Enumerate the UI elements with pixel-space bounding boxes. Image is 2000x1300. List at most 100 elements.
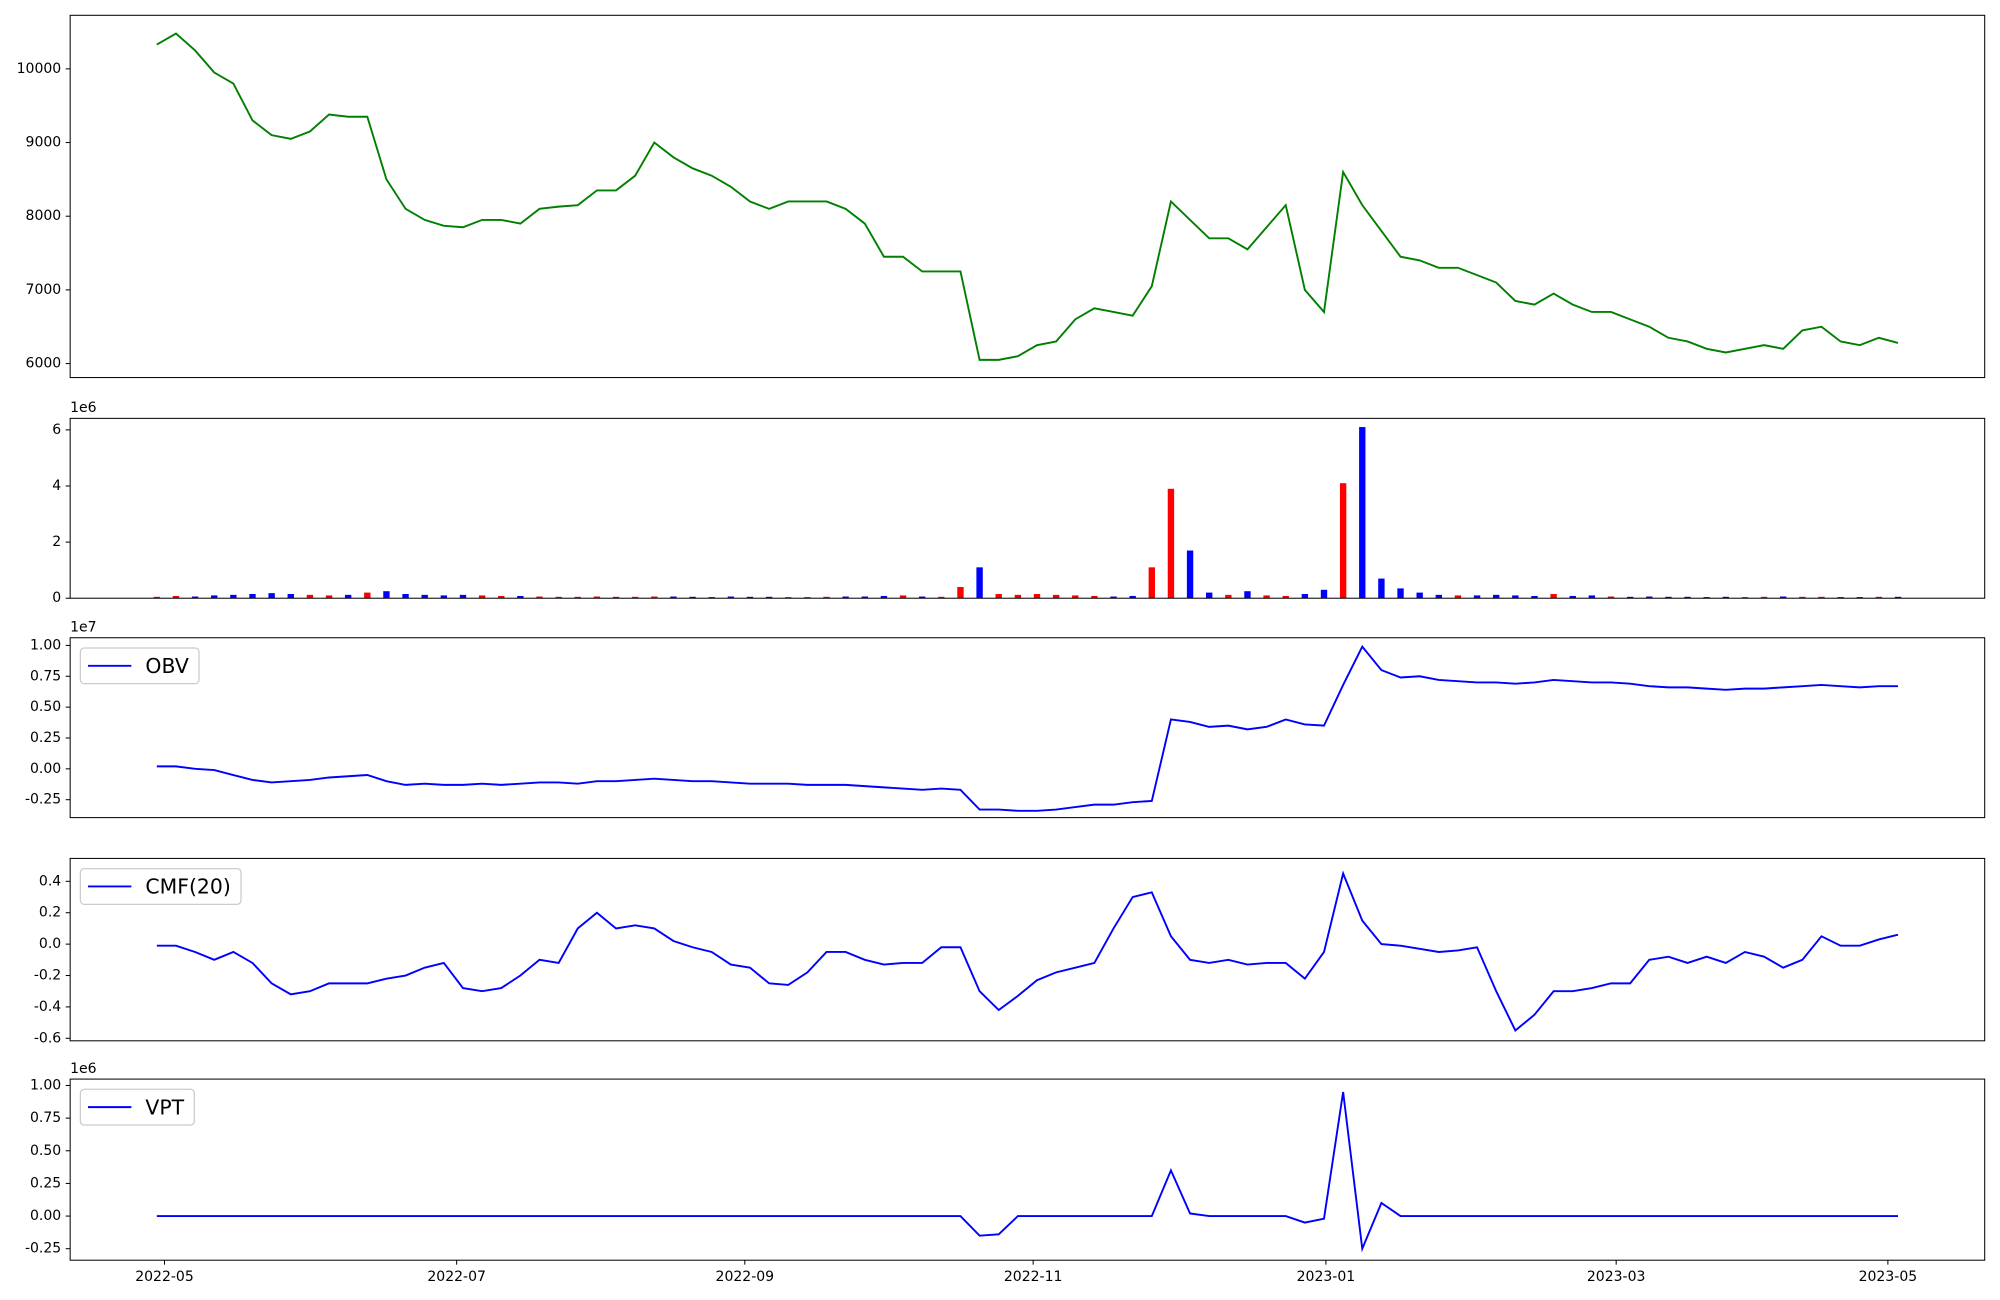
bar (765, 596, 773, 599)
bar (995, 594, 1002, 599)
bar (689, 596, 696, 599)
legend-box (79, 1088, 195, 1126)
bar (746, 596, 754, 599)
x-tick-label: 2022-11 (1004, 1269, 1063, 1285)
bar (459, 594, 467, 599)
bar (1301, 594, 1309, 599)
axes-frame (69, 857, 1986, 1042)
bar (1665, 596, 1672, 599)
bar (1263, 595, 1270, 599)
bar (440, 595, 448, 599)
bar (230, 594, 237, 599)
y-tick-label: 0.25 (30, 730, 61, 746)
bar (823, 596, 830, 599)
bar (1493, 594, 1500, 599)
y-tick-label: 0.25 (30, 1175, 61, 1191)
bar (268, 593, 275, 599)
bar (727, 596, 735, 599)
legend-label: VPT (145, 1095, 184, 1119)
panel: 0 2 4 6 1e6 (52, 400, 1986, 606)
x-tick-label: 2022-07 (427, 1269, 486, 1285)
bar (1799, 596, 1806, 599)
bar (593, 596, 601, 599)
bar (383, 591, 390, 599)
bar (306, 594, 314, 599)
bar (957, 586, 964, 599)
bar (1780, 596, 1787, 599)
y-tick-label: -0.6 (34, 1030, 61, 1046)
bar (899, 595, 907, 599)
bar (211, 595, 218, 599)
bar (421, 594, 428, 599)
y-tick-label: 0.75 (30, 1110, 61, 1126)
bar (1052, 594, 1060, 599)
bar (1741, 597, 1749, 599)
bar (1684, 596, 1691, 599)
panel: 6000 7000 8000 9000 10000 (17, 14, 1986, 379)
y-tick-label: 2 (52, 534, 61, 550)
bar (861, 596, 868, 599)
panel: -0.25 0.00 0.25 0.50 0.75 1.00 1e7 OBV (25, 620, 1986, 819)
bar (1760, 596, 1768, 599)
bar (574, 596, 581, 599)
bar (517, 595, 524, 599)
axes-frame (69, 1078, 1986, 1261)
bar (1894, 596, 1902, 599)
axes-frame (69, 417, 1986, 599)
panel: -0.25 0.00 0.25 0.50 0.75 1.00 1e6 2022-05 2022-… (25, 1061, 1986, 1285)
panel: -0.6 -0.4 -0.2 0.0 0.2 0.4 CMF(20) (34, 857, 1986, 1046)
bar (1512, 595, 1519, 599)
y-offset-label: 1e7 (70, 620, 96, 636)
line (156, 644, 1899, 812)
bar (670, 596, 677, 599)
x-tick-label: 2022-05 (135, 1269, 194, 1285)
bar (1473, 595, 1481, 599)
bar (555, 596, 562, 599)
y-tick-label: -0.25 (25, 792, 61, 808)
bar (1722, 596, 1730, 599)
bar (785, 597, 792, 599)
y-tick-label: 6000 (26, 356, 62, 372)
bar (976, 567, 983, 599)
bar (631, 596, 639, 599)
y-offset-label: 1e6 (70, 1061, 97, 1077)
legend-label: OBV (145, 654, 188, 678)
bar (1282, 595, 1289, 599)
bar (172, 595, 180, 599)
bar (536, 596, 543, 599)
y-tick-label: 0.00 (30, 1208, 61, 1224)
bar (1818, 596, 1825, 599)
bar (498, 595, 505, 599)
axes-frame (69, 14, 1986, 379)
y-tick-label: -0.2 (34, 968, 61, 984)
bar (1148, 567, 1155, 599)
bar (1454, 595, 1462, 599)
x-tick-label: 2023-01 (1297, 1269, 1356, 1285)
y-tick-label: 0.0 (39, 936, 61, 952)
bar (1091, 595, 1098, 599)
y-tick-label: 0.50 (30, 1143, 61, 1159)
bar (1588, 595, 1596, 599)
bar (478, 595, 486, 599)
bar (918, 596, 926, 599)
y-tick-label: 0.2 (39, 905, 61, 921)
y-tick-label: 10000 (17, 61, 62, 77)
line (156, 32, 1899, 361)
bar (1531, 595, 1538, 599)
bar (1837, 597, 1844, 599)
x-tick-label: 2023-03 (1587, 1269, 1646, 1285)
bar (249, 594, 256, 599)
y-tick-label: -0.25 (25, 1241, 61, 1257)
bar (612, 596, 620, 599)
bar (1416, 592, 1423, 599)
bar (1014, 594, 1022, 599)
bar (1359, 427, 1366, 599)
bar (804, 597, 811, 599)
y-tick-label: 7000 (26, 282, 62, 298)
bar (1320, 589, 1328, 599)
bar (1856, 597, 1863, 599)
x-tick-label: 2023-05 (1859, 1269, 1918, 1285)
line (156, 1091, 1899, 1253)
bar (287, 594, 294, 599)
